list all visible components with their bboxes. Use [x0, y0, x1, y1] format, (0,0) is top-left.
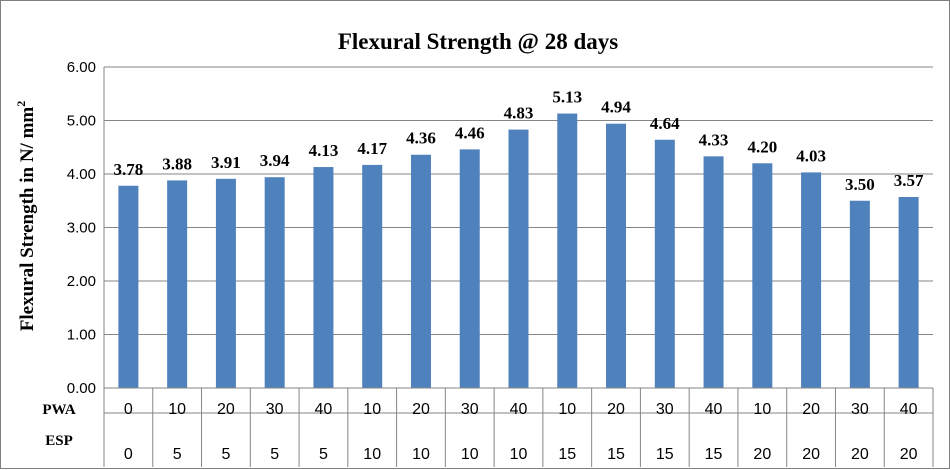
category-tick-label: 5	[221, 446, 230, 463]
category-tick-label: 30	[656, 401, 674, 418]
category-tick-label: 10	[168, 401, 186, 418]
category-tick-label: 30	[266, 401, 284, 418]
category-tick-label: 10	[363, 446, 381, 463]
category-tick-label: 20	[851, 446, 869, 463]
y-tick-label: 2.00	[67, 273, 96, 290]
y-tick-label: 4.00	[67, 166, 96, 183]
bar	[557, 113, 578, 389]
category-tick-label: 20	[802, 401, 820, 418]
bar	[801, 172, 822, 388]
data-label: 3.88	[162, 154, 192, 173]
category-tick-label: 10	[510, 446, 528, 463]
data-label: 4.46	[455, 123, 485, 142]
data-label: 4.94	[601, 98, 631, 117]
category-table: PWA 0 10 20 30 40 10 20 30 40 10 20 30 40 10 20 30 40 ESP 0…	[42, 387, 934, 467]
bar	[459, 149, 480, 388]
category-tick-label: 30	[461, 401, 479, 418]
data-label: 4.17	[357, 139, 387, 158]
data-label: 4.20	[747, 137, 777, 156]
bar	[313, 167, 334, 388]
bar	[898, 197, 919, 388]
bar	[849, 200, 870, 388]
category-tick-label: 15	[656, 446, 674, 463]
category-tick-label: 0	[124, 446, 133, 463]
category-tick-label: 5	[173, 446, 182, 463]
category-tick-label: 15	[705, 446, 723, 463]
data-label: 3.57	[894, 171, 924, 190]
bar	[410, 154, 431, 388]
chart-title: Flexural Strength @ 28 days	[338, 29, 618, 55]
category-tick-label: 40	[510, 401, 528, 418]
category-tick-label: 20	[412, 401, 430, 418]
category-tick-label: 40	[315, 401, 333, 418]
data-label: 4.36	[406, 129, 436, 148]
data-label: 4.83	[504, 104, 534, 123]
bar	[606, 123, 627, 389]
bar	[215, 178, 236, 388]
category-tick-label: 20	[900, 446, 918, 463]
data-label: 4.13	[309, 141, 339, 160]
data-label: 5.13	[552, 88, 582, 107]
bar	[362, 164, 383, 388]
category-tick-label: 40	[900, 401, 918, 418]
bar	[508, 129, 529, 388]
data-label: 4.64	[650, 114, 680, 133]
bar	[264, 177, 285, 388]
data-label: 3.78	[114, 160, 144, 179]
category-tick-label: 10	[363, 401, 381, 418]
y-axis-label-text: Flexural Strength in N/ mm	[17, 107, 38, 332]
y-tick-labels: 0.00 1.00 2.00 3.00 4.00 5.00 6.00	[67, 59, 96, 397]
category-tick-label: 30	[851, 401, 869, 418]
data-labels: 3.78 3.88 3.91 3.94 4.13 4.17 4.36 4.46 4.83 5.13…	[114, 88, 924, 194]
y-tick-label: 3.00	[67, 220, 96, 237]
category-tick-label: 15	[558, 446, 576, 463]
category-tick-label: 10	[461, 446, 479, 463]
bars	[118, 113, 919, 389]
category-row-label: PWA	[42, 402, 76, 418]
data-label: 4.03	[796, 146, 826, 165]
category-tick-label: 20	[802, 446, 820, 463]
category-tick-label: 5	[319, 446, 328, 463]
bar	[118, 185, 139, 388]
bar	[752, 163, 773, 388]
category-tick-label: 20	[217, 401, 235, 418]
data-label: 3.50	[845, 175, 875, 194]
y-tick-label: 0.00	[67, 380, 96, 397]
bar	[654, 139, 675, 388]
data-label: 4.33	[699, 130, 729, 149]
y-tick-label: 5.00	[67, 113, 96, 130]
category-tick-label: 10	[412, 446, 430, 463]
category-tick-label: 10	[753, 401, 771, 418]
category-tick-label: 10	[558, 401, 576, 418]
bar	[167, 180, 188, 388]
data-label: 3.94	[260, 151, 290, 170]
category-tick-label: 40	[705, 401, 723, 418]
category-row-label: ESP	[45, 433, 73, 449]
y-tick-label: 6.00	[67, 59, 96, 76]
category-tick-label: 5	[270, 446, 279, 463]
y-tick-label: 1.00	[67, 327, 96, 344]
bar	[703, 156, 724, 388]
data-label: 3.91	[211, 153, 241, 172]
category-tick-label: 20	[753, 446, 771, 463]
category-tick-label: 15	[607, 446, 625, 463]
category-tick-label: 20	[607, 401, 625, 418]
category-tick-label: 0	[124, 401, 133, 418]
y-axis-label: Flexural Strength in N/ mm2	[14, 101, 38, 331]
y-axis-label-superscript: 2	[14, 101, 28, 107]
